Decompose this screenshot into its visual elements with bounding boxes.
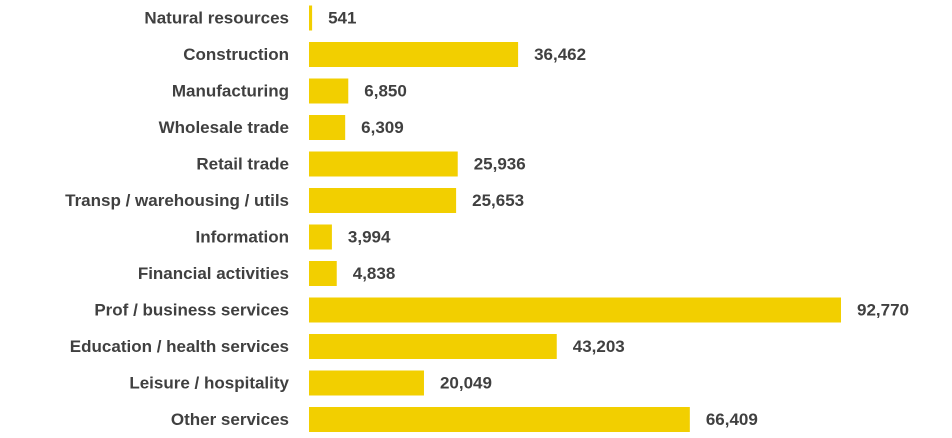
value-label: 3,994 <box>348 228 391 247</box>
category-label: Retail trade <box>196 155 289 174</box>
bar <box>309 42 519 67</box>
bar <box>309 151 458 177</box>
value-label: 66,409 <box>706 410 758 429</box>
category-label: Manufacturing <box>172 82 289 101</box>
bar <box>309 407 690 432</box>
bar <box>309 334 557 359</box>
bar <box>309 224 332 250</box>
value-label: 92,770 <box>857 301 909 320</box>
bar <box>309 78 349 104</box>
value-label: 4,838 <box>353 264 396 283</box>
category-label: Wholesale trade <box>159 118 289 137</box>
bar <box>309 5 313 31</box>
value-labels: 541 36,462 6,850 6,309 25,936 25,653 3,994 4,83… <box>328 9 909 430</box>
category-label: Other services <box>171 410 289 429</box>
category-label: Leisure / hospitality <box>129 374 289 393</box>
category-label: Education / health services <box>70 337 289 356</box>
value-label: 6,309 <box>361 118 404 137</box>
value-label: 36,462 <box>534 45 586 64</box>
category-label: Construction <box>183 45 289 64</box>
category-label: Prof / business services <box>94 301 289 320</box>
bar <box>309 188 457 213</box>
category-label: Transp / warehousing / utils <box>65 191 289 210</box>
category-labels: Natural resources Construction Manufacturi… <box>65 9 289 430</box>
bar <box>309 261 337 286</box>
bar <box>309 297 841 323</box>
value-label: 43,203 <box>573 337 625 356</box>
bars <box>309 5 841 432</box>
bar <box>309 370 424 396</box>
category-label: Financial activities <box>138 264 289 283</box>
category-label: Natural resources <box>144 9 289 28</box>
value-label: 541 <box>328 9 356 28</box>
value-label: 25,936 <box>474 155 526 174</box>
category-label: Information <box>196 228 290 247</box>
value-label: 20,049 <box>440 374 492 393</box>
bar <box>309 115 346 140</box>
value-label: 6,850 <box>364 82 407 101</box>
value-label: 25,653 <box>472 191 524 210</box>
